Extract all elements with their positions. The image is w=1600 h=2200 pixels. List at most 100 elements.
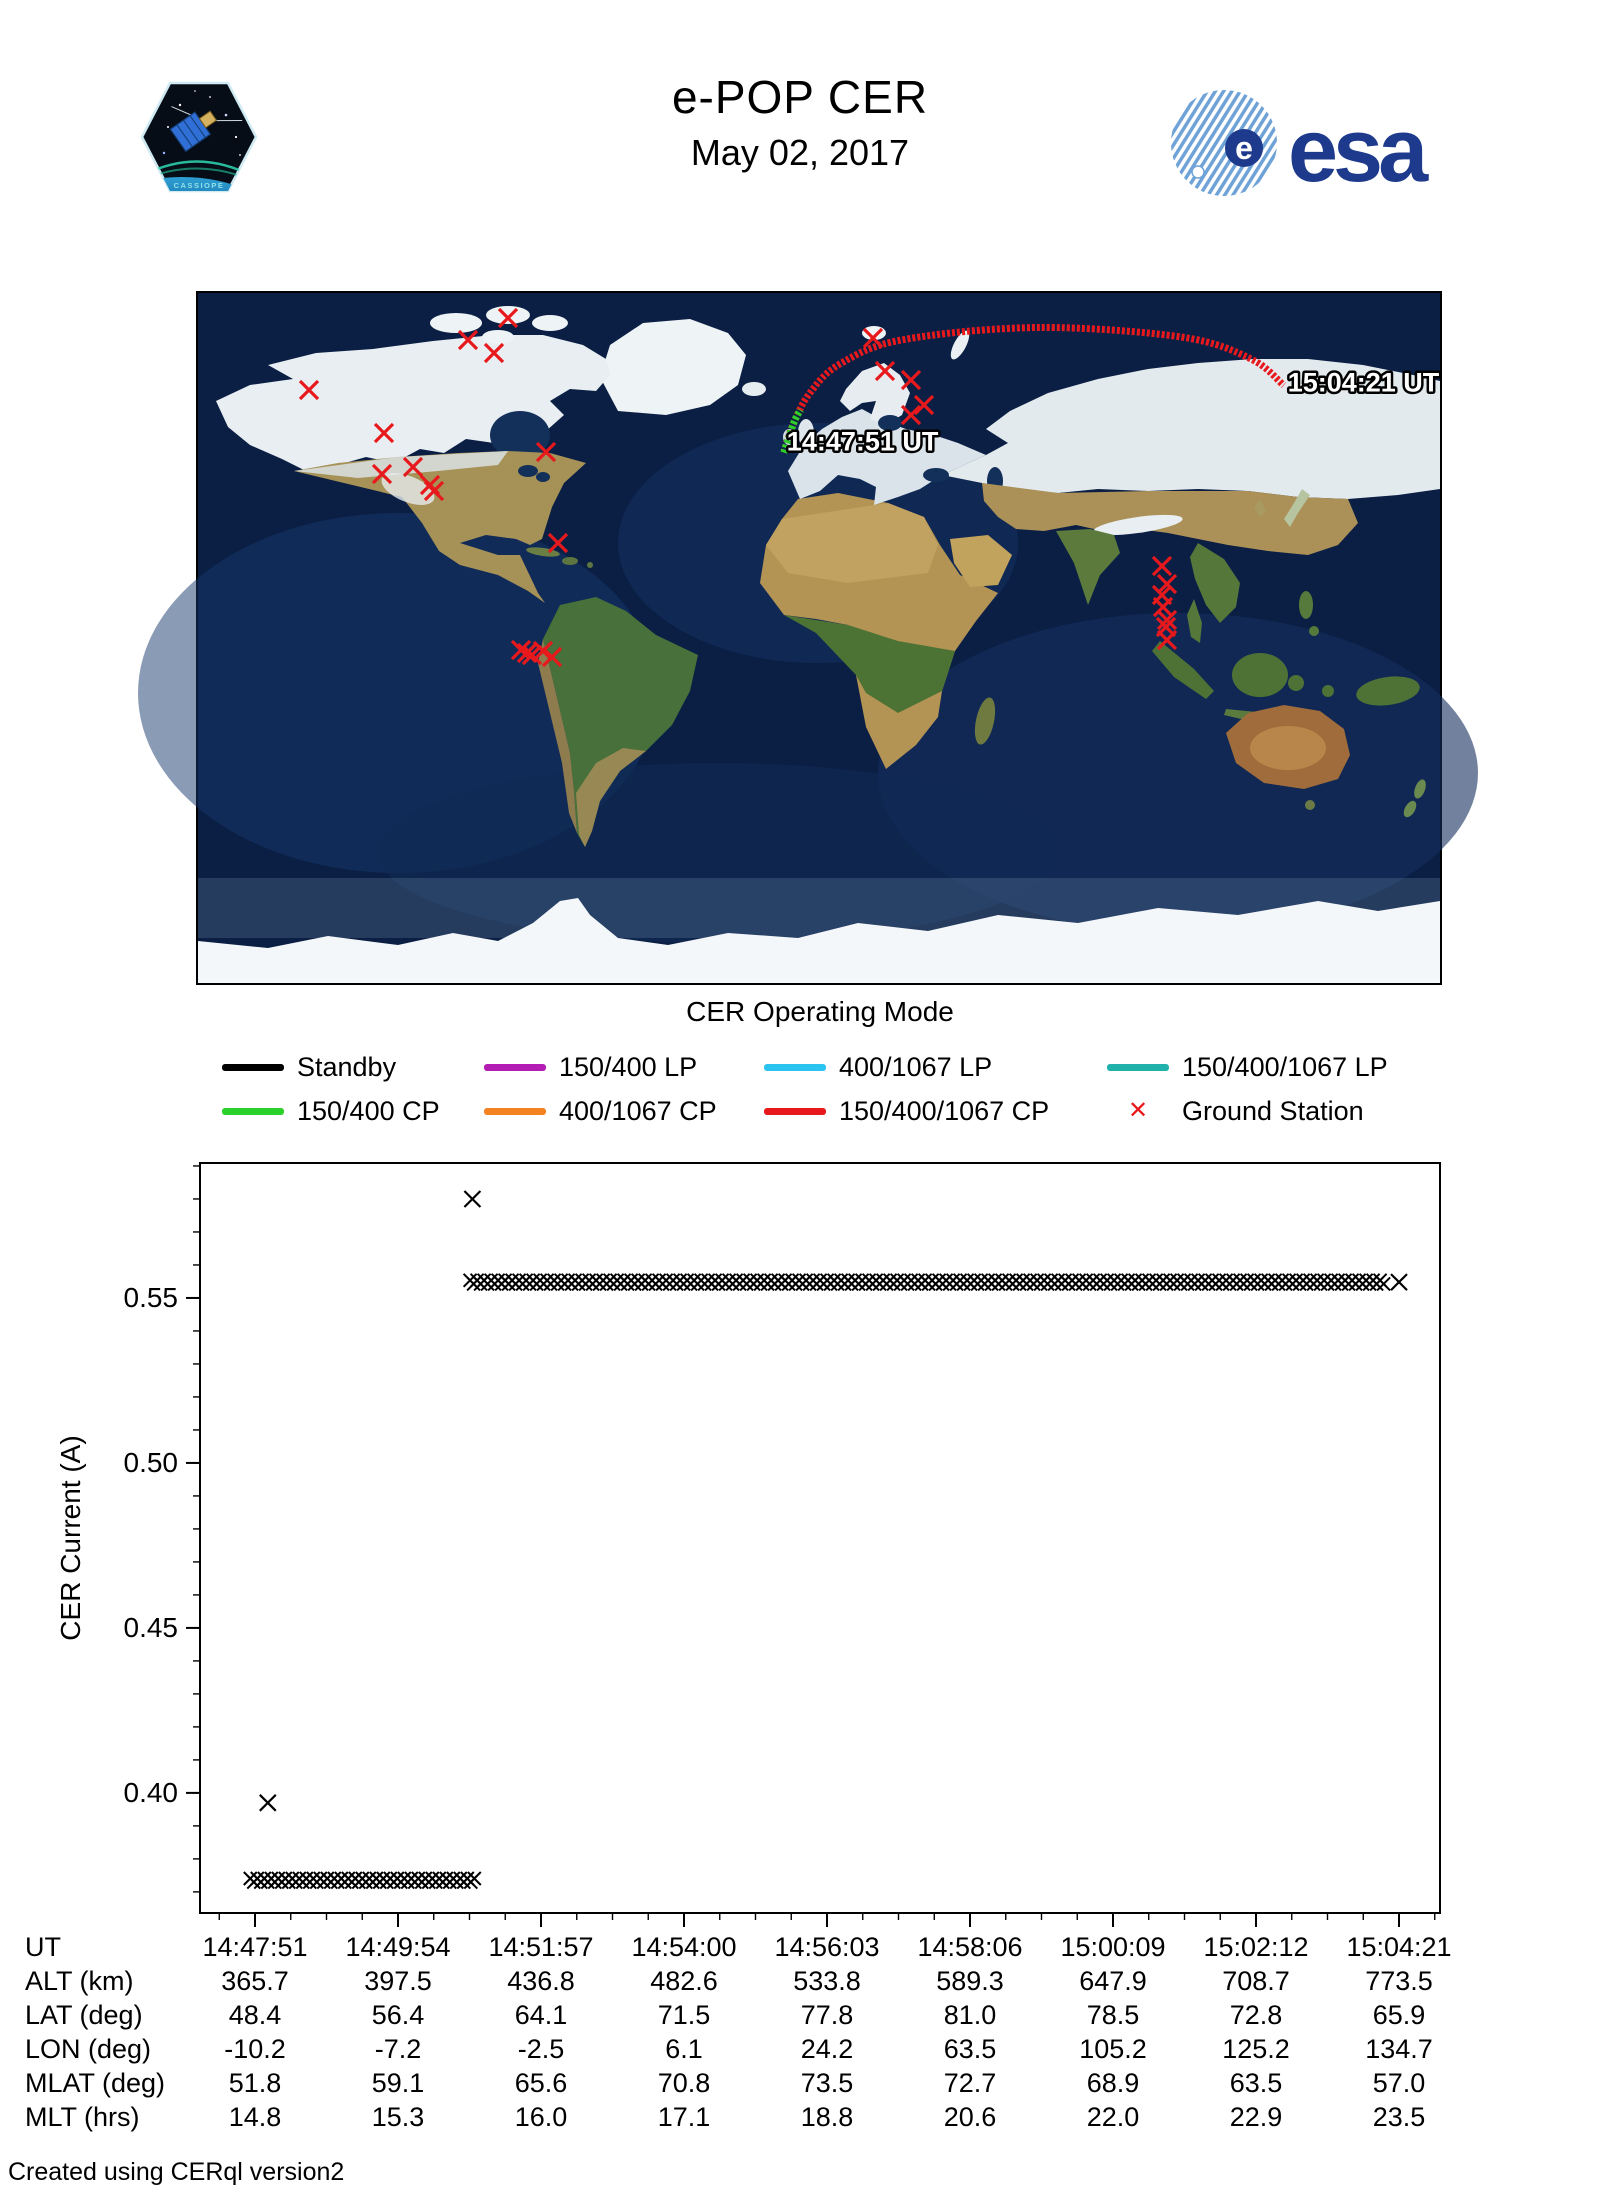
antarctica <box>198 898 1440 983</box>
footer-credit: Created using CERql version2 <box>8 2158 345 2186</box>
table-cell: 73.5 <box>800 2068 854 2098</box>
cer-current-chart: 0.40 0.45 0.50 0.55 CER Current (A) <box>55 1162 1441 1927</box>
table-row-label: LON (deg) <box>25 2034 152 2064</box>
table-cell: 64.1 <box>514 2000 568 2030</box>
y-tick-label: 0.45 <box>124 1612 179 1643</box>
table-row-label: MLT (hrs) <box>25 2102 140 2132</box>
legend-entry-label: 150/400/1067 LP <box>1182 1051 1388 1082</box>
ground-station-marker <box>521 644 543 666</box>
ground-station-marker <box>423 480 445 502</box>
table-row-label: LAT (deg) <box>25 2000 143 2030</box>
x-marker <box>1390 1273 1408 1291</box>
britain <box>798 419 814 447</box>
y-tick-label: 0.40 <box>124 1777 179 1808</box>
mission-patch-graphic: CASSIOPE <box>140 81 258 193</box>
europe <box>788 409 986 505</box>
table-cell: 14:47:51 <box>202 1932 308 1962</box>
legend-entry-label: Standby <box>297 1051 397 1082</box>
legend-line-swatch <box>764 1107 826 1115</box>
table-row-label: UT <box>25 1932 61 1962</box>
x-marker <box>1376 1276 1391 1292</box>
y-axis-label: CER Current (A) <box>55 1435 86 1640</box>
table-row-label: MLAT (deg) <box>25 2068 166 2098</box>
sumatra <box>1152 641 1214 699</box>
plot-frame <box>199 1162 1441 1914</box>
borneo <box>1232 653 1288 697</box>
table-cell: 65.9 <box>1372 2000 1426 2030</box>
x-marker <box>259 1794 277 1812</box>
table-cell: 14:56:03 <box>774 1932 880 1962</box>
table-cell: 77.8 <box>800 2000 854 2030</box>
table-cell: 63.5 <box>943 2034 997 2064</box>
table-cell: 56.4 <box>371 2000 425 2030</box>
north-america-south <box>294 451 586 603</box>
ground-station-marker <box>900 369 922 391</box>
table-cell: 78.5 <box>1086 2000 1140 2030</box>
table-cell: 70.8 <box>657 2068 711 2098</box>
ground-station-marker <box>497 307 519 329</box>
table-row-lat-deg-: LAT (deg) 48.4 56.4 64.1 71.5 77.8 81.0 78.5 72.… <box>0 2000 1600 2034</box>
legend-x-marker-icon: ✕ <box>1127 1097 1149 1124</box>
ground-station-marker <box>1151 555 1173 577</box>
satellite-track-start <box>780 408 804 454</box>
esa-logo: e esa <box>1160 84 1460 204</box>
table-cell: 20.6 <box>943 2102 997 2132</box>
ground-station-marker <box>532 640 554 662</box>
table-cell: -2.5 <box>517 2034 565 2064</box>
table-cell: 15:02:12 <box>1203 1932 1309 1962</box>
ground-station-marker <box>535 441 557 463</box>
satellite-icon <box>169 106 243 153</box>
table-cell: 397.5 <box>364 1966 432 1996</box>
table-cell: 647.9 <box>1079 1966 1147 1996</box>
ground-station-marker <box>1156 573 1178 595</box>
x-marker <box>463 1190 482 1208</box>
legend-entry-400-1067-lp: 400/1067 LP <box>764 1050 992 1084</box>
y-tick-label: 0.55 <box>124 1282 179 1313</box>
esa-globe-dot <box>1191 165 1205 179</box>
table-cell: 15:00:09 <box>1060 1932 1166 1962</box>
legend-entry-ground-station: ✕ Ground Station <box>1107 1094 1364 1128</box>
ground-station-marker <box>547 532 569 554</box>
india <box>1056 529 1120 605</box>
page-date: May 02, 2017 <box>690 132 910 173</box>
table-row-label: ALT (km) <box>25 1966 134 1996</box>
ground-station-marker <box>457 329 479 351</box>
table-row-mlt-hrs-: MLT (hrs) 14.8 15.3 16.0 17.1 18.8 20.6 22.0 22.… <box>0 2102 1600 2136</box>
legend-line-swatch <box>222 1107 284 1115</box>
table-cell: 125.2 <box>1222 2034 1290 2064</box>
table-cell: 48.4 <box>228 2000 282 2030</box>
esa-globe-e: e <box>1235 130 1253 166</box>
table-cell: 59.1 <box>371 2068 425 2098</box>
world-map-graphic: 14:47:51 UT 15:04:21 UT <box>138 293 1478 983</box>
map-overlays: 14:47:51 UT 15:04:21 UT <box>298 307 1442 668</box>
table-cell: 436.8 <box>507 1966 575 1996</box>
madagascar <box>974 697 996 745</box>
table-cell: 72.7 <box>943 2068 997 2098</box>
arabia <box>950 535 1012 587</box>
esa-logo-graphic: e esa <box>1171 90 1434 201</box>
table-cell: 773.5 <box>1365 1966 1433 1996</box>
axes-ticks: 0.40 0.45 0.50 0.55 <box>124 1165 1436 1927</box>
table-cell: 22.9 <box>1229 2102 1283 2132</box>
legend-entry-400-1067-cp: 400/1067 CP <box>484 1094 717 1128</box>
x-marker <box>467 1871 482 1886</box>
legend-line-swatch <box>764 1063 826 1071</box>
table-cell: 105.2 <box>1079 2034 1147 2064</box>
ground-station-marker <box>913 394 935 416</box>
track-start-time-label: 14:47:51 UT <box>787 426 939 456</box>
legend-line-swatch <box>222 1063 284 1071</box>
japan <box>1284 489 1310 527</box>
legend-entry-label: 400/1067 CP <box>559 1095 717 1126</box>
table-cell: 81.0 <box>943 2000 997 2030</box>
table-cell: 15.3 <box>371 2102 425 2132</box>
table-cell: 57.0 <box>1372 2068 1426 2098</box>
table-cell: 14:58:06 <box>917 1932 1023 1962</box>
ground-station-marker <box>900 404 922 426</box>
table-cell: 68.9 <box>1086 2068 1140 2098</box>
new-guinea <box>1356 676 1420 706</box>
legend-entry-label: 150/400 LP <box>559 1051 698 1082</box>
table-cell: 51.8 <box>228 2068 282 2098</box>
table-row-ut: UT 14:47:51 14:49:54 14:51:57 14:54:00 14:56:… <box>0 1932 1600 1966</box>
table-row-lon-deg-: LON (deg) -10.2 -7.2 -2.5 6.1 24.2 63.5 105.2 12… <box>0 2034 1600 2068</box>
ground-station-marker <box>1152 596 1174 618</box>
